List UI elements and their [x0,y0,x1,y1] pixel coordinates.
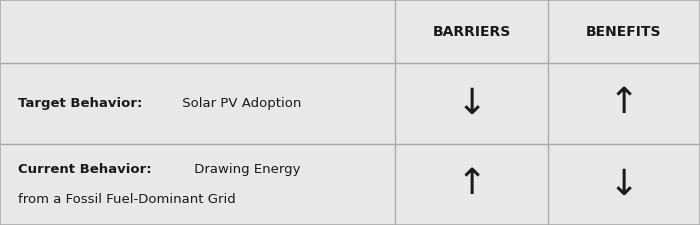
Text: BENEFITS: BENEFITS [586,25,662,38]
Text: ↓: ↓ [609,167,639,202]
Text: ↑: ↑ [456,167,486,202]
Text: Target Behavior:: Target Behavior: [18,97,142,110]
Text: Current Behavior:: Current Behavior: [18,163,151,176]
Text: from a Fossil Fuel-Dominant Grid: from a Fossil Fuel-Dominant Grid [18,193,235,206]
Text: ↑: ↑ [609,86,639,121]
Text: Drawing Energy: Drawing Energy [190,163,300,176]
Text: ↓: ↓ [456,86,486,121]
Text: BARRIERS: BARRIERS [433,25,511,38]
Text: Solar PV Adoption: Solar PV Adoption [178,97,302,110]
